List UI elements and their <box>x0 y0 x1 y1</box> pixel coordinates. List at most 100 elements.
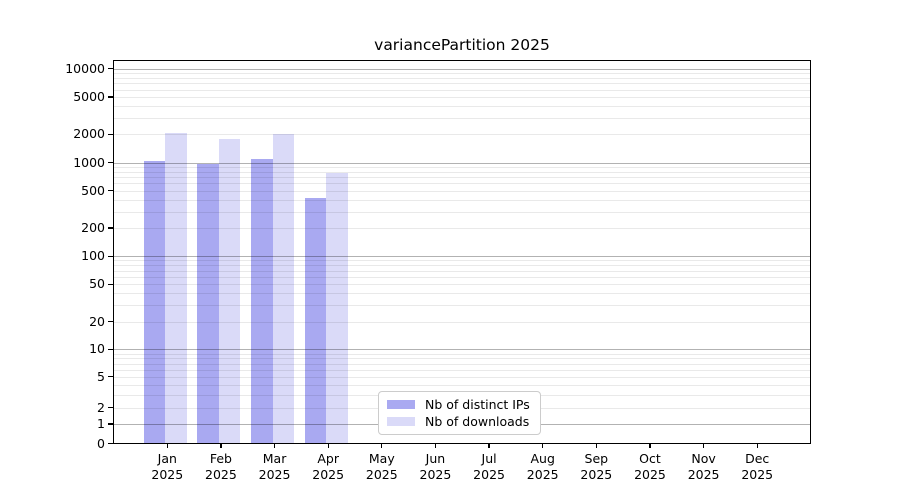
x-tick-label: May 2025 <box>365 450 398 483</box>
x-tick-mark <box>649 443 651 448</box>
y-tick-mark <box>108 68 113 70</box>
legend-label-distinct-ips: Nb of distinct IPs <box>425 396 530 412</box>
y-gridline-minor <box>113 358 811 360</box>
y-tick-mark <box>108 442 113 445</box>
bar-downloads-mar <box>272 134 295 444</box>
y-tick-label: 1000 <box>73 154 105 170</box>
y-gridline-minor <box>113 183 811 185</box>
y-gridline-minor <box>113 77 811 79</box>
y-tick-label: 200 <box>81 220 105 235</box>
y-gridline-minor <box>113 321 811 323</box>
y-gridline-minor <box>113 89 811 91</box>
legend-swatch-downloads <box>387 417 415 426</box>
x-tick-label: Nov 2025 <box>687 450 720 483</box>
legend-item-distinct-ips: Nb of distinct IPs <box>387 396 532 413</box>
y-tick-mark <box>108 283 113 285</box>
y-tick-label: 10000 <box>65 60 105 76</box>
y-gridline-minor <box>113 97 811 99</box>
y-gridline-minor <box>113 228 811 229</box>
y-gridline-minor <box>113 270 811 272</box>
y-tick-mark <box>108 348 113 351</box>
y-gridline-minor <box>113 265 811 267</box>
y-tick-mark <box>108 227 113 229</box>
y-tick-label: 1 <box>97 415 105 431</box>
y-tick-mark <box>108 375 113 378</box>
y-gridline-minor <box>113 260 811 262</box>
x-tick-label: Mar 2025 <box>258 450 291 483</box>
x-tick-label: Jan 2025 <box>151 450 184 483</box>
y-gridline-minor <box>113 376 811 378</box>
y-tick-mark <box>108 190 113 192</box>
x-tick-mark <box>381 443 383 448</box>
y-gridline-minor <box>113 293 811 295</box>
bar-distinct-ips-mar <box>251 159 273 444</box>
y-gridline-major <box>113 256 811 258</box>
y-tick-label: 0 <box>97 435 105 451</box>
x-tick-mark <box>595 443 597 448</box>
bar-distinct-ips-jan <box>143 160 166 444</box>
y-gridline-minor <box>113 284 811 286</box>
y-tick-mark <box>108 96 113 98</box>
y-gridline-major <box>113 162 811 164</box>
y-tick-label: 50 <box>89 276 105 292</box>
chart-title: variancePartition 2025 <box>374 36 550 54</box>
x-tick-mark <box>542 443 544 448</box>
y-tick-label: 100 <box>81 248 105 264</box>
bar-downloads-feb <box>218 139 241 444</box>
x-tick-mark <box>166 443 168 448</box>
x-tick-mark <box>756 443 758 448</box>
legend-item-downloads: Nb of downloads <box>387 413 532 430</box>
y-gridline-minor <box>113 199 811 201</box>
y-tick-mark <box>108 255 113 257</box>
y-gridline-major <box>113 349 811 351</box>
y-tick-label: 2 <box>97 399 105 415</box>
y-gridline-minor <box>113 363 811 365</box>
y-tick-label: 500 <box>81 182 105 198</box>
y-gridline-minor <box>113 369 811 371</box>
bar-distinct-ips-apr <box>304 197 327 444</box>
y-gridline-minor <box>113 83 811 85</box>
y-tick-label: 2000 <box>73 126 105 142</box>
y-gridline-minor <box>113 276 811 278</box>
bar-downloads-apr <box>326 172 348 444</box>
x-tick-label: Sep 2025 <box>580 450 613 483</box>
y-tick-mark <box>108 407 113 409</box>
y-tick-label: 5 <box>97 368 105 384</box>
x-tick-label: Feb 2025 <box>205 450 237 483</box>
y-tick-label: 20 <box>89 313 105 329</box>
x-tick-label: Aug 2025 <box>526 450 559 483</box>
y-tick-label: 10 <box>89 341 105 357</box>
y-tick-mark <box>108 320 113 323</box>
x-tick-mark <box>488 443 490 448</box>
y-gridline-minor <box>113 106 811 108</box>
legend-swatch-distinct-ips <box>387 400 415 409</box>
y-tick-mark <box>108 161 113 164</box>
y-gridline-minor <box>113 117 811 119</box>
y-gridline-minor <box>113 211 811 213</box>
y-gridline-minor <box>113 171 811 173</box>
y-tick-mark <box>108 133 113 135</box>
x-tick-label: Oct 2025 <box>634 450 666 483</box>
y-gridline-minor <box>113 166 811 168</box>
legend-label-downloads: Nb of downloads <box>425 413 530 429</box>
y-tick-mark <box>108 423 113 425</box>
x-tick-mark <box>703 443 705 448</box>
x-tick-label: Jul 2025 <box>473 450 505 483</box>
legend: Nb of distinct IPs Nb of downloads <box>378 391 541 435</box>
y-gridline-minor <box>113 305 811 307</box>
y-gridline-minor <box>113 384 811 386</box>
x-tick-label: Jun 2025 <box>419 450 452 483</box>
x-tick-mark <box>434 443 437 448</box>
y-gridline-major <box>113 68 811 70</box>
y-gridline-minor <box>113 134 811 136</box>
x-tick-label: Apr 2025 <box>312 450 345 483</box>
y-tick-label: 5000 <box>73 89 105 105</box>
bar-downloads-jan <box>165 132 187 444</box>
x-tick-label: Dec 2025 <box>741 450 774 483</box>
y-gridline-minor <box>113 190 811 192</box>
x-tick-mark <box>220 443 222 448</box>
x-tick-mark <box>327 443 329 448</box>
x-tick-mark <box>273 443 276 448</box>
y-gridline-minor <box>113 73 811 75</box>
y-gridline-minor <box>113 177 811 179</box>
